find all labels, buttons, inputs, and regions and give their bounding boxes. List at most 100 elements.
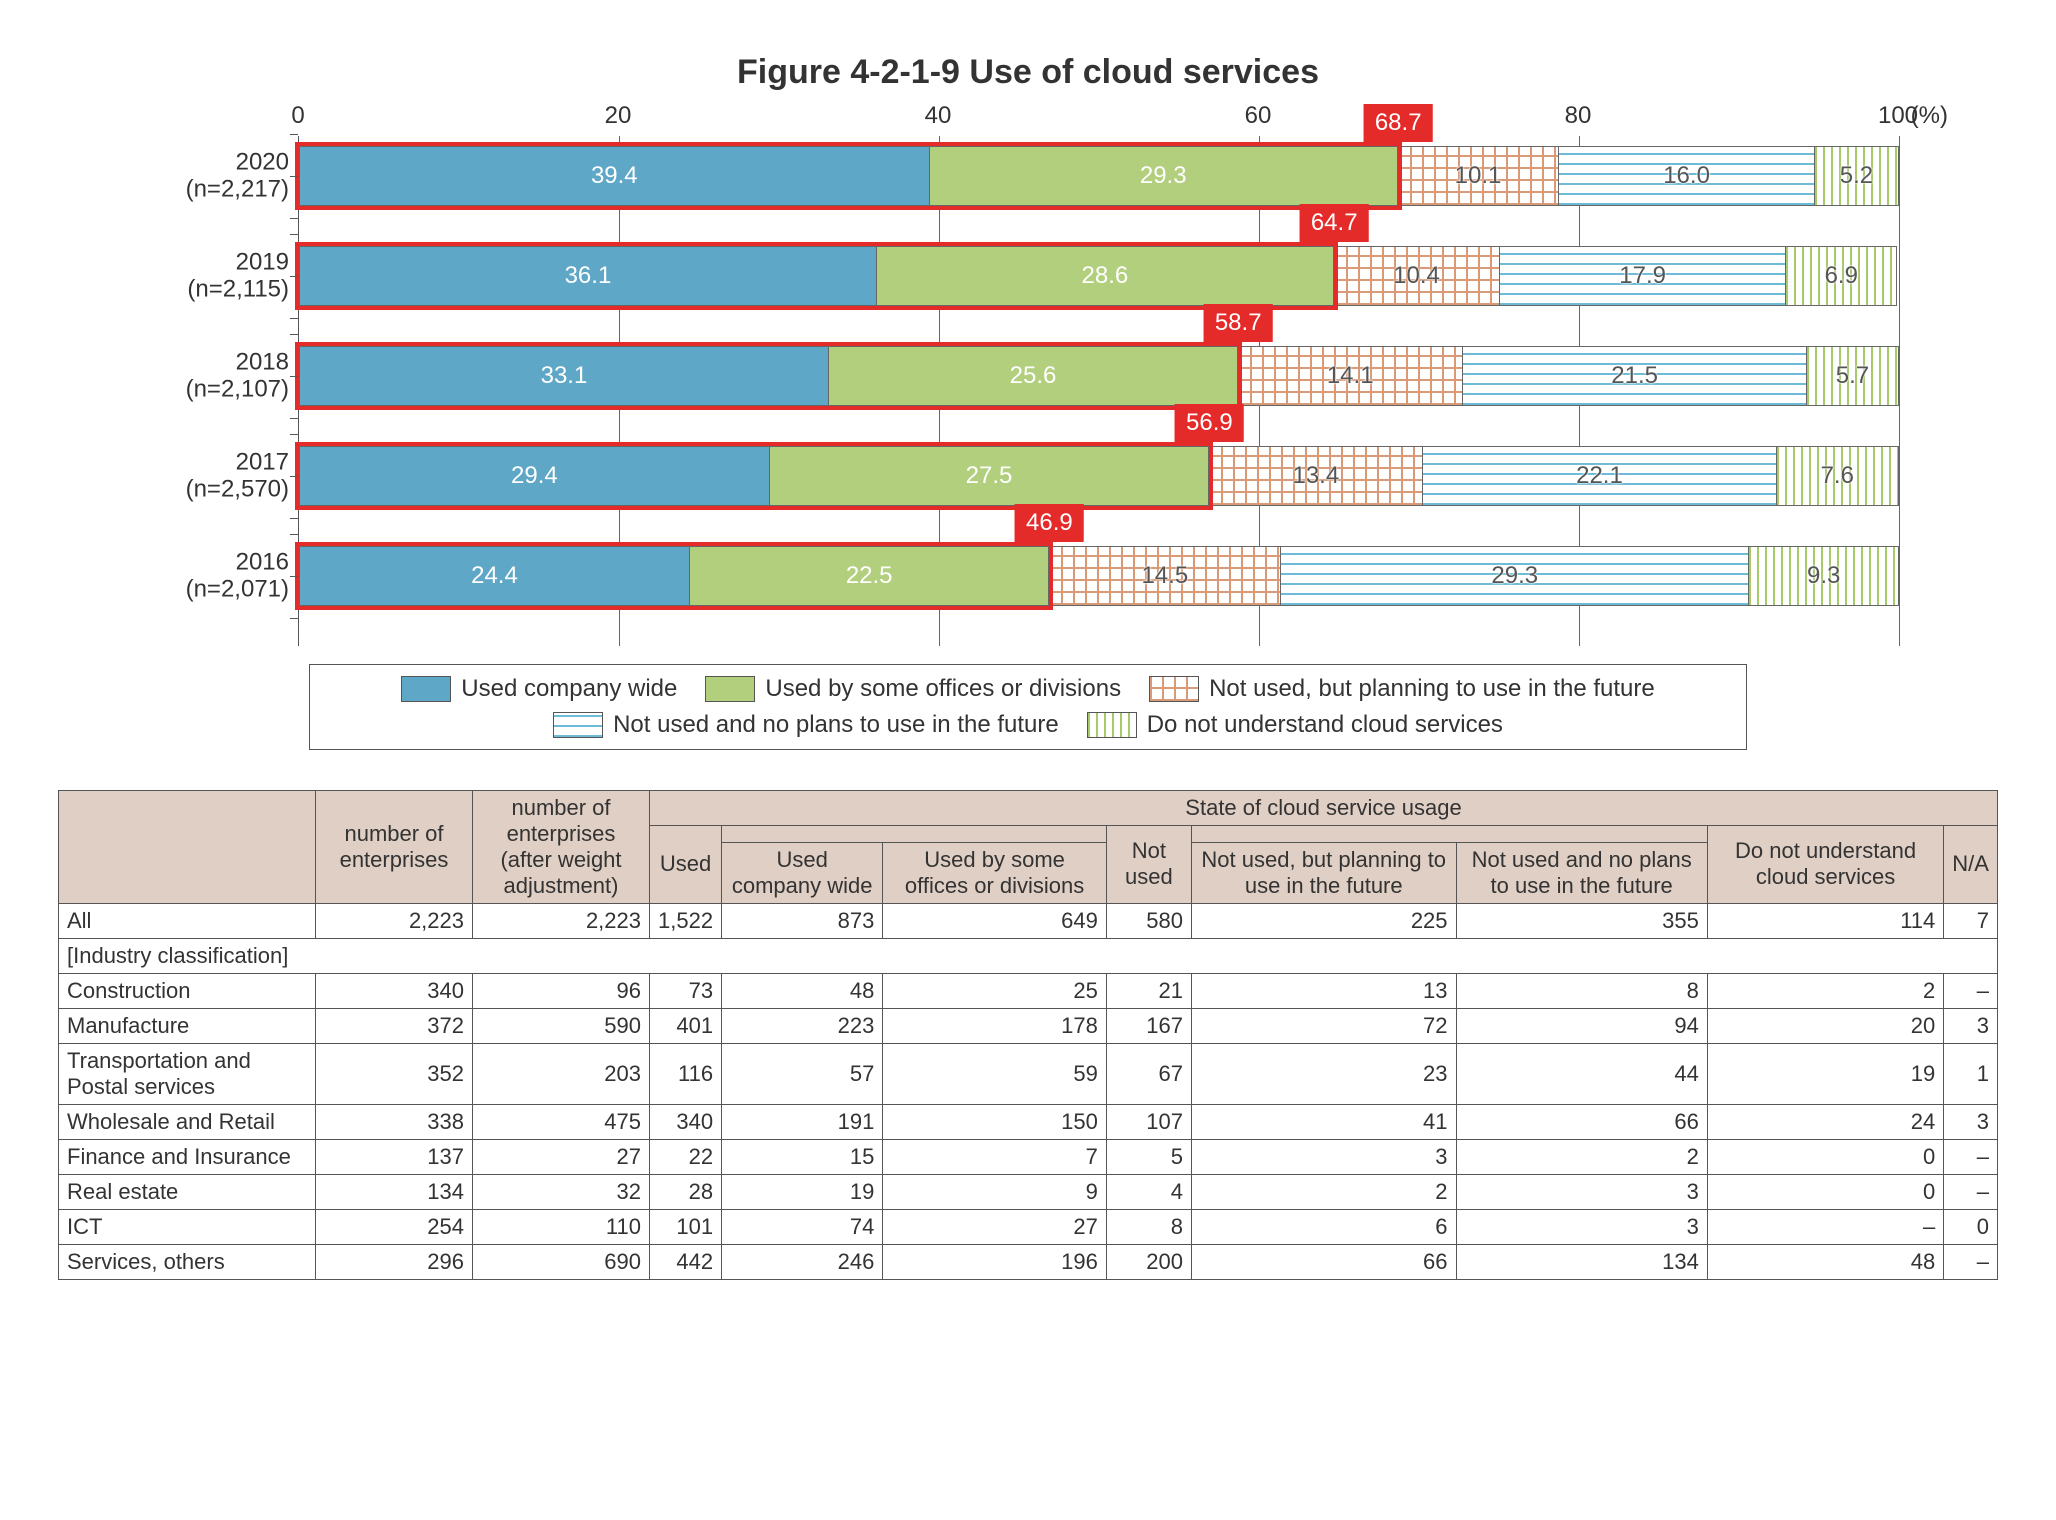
table-cell: 3 (1944, 1104, 1998, 1139)
table-cell: 20 (1707, 1008, 1943, 1043)
table-cell: 3 (1944, 1008, 1998, 1043)
table-row-label: Transportation and Postal services (59, 1043, 316, 1104)
table-cell: 7 (883, 1139, 1107, 1174)
table-row: ICT2541101017427863–0 (59, 1209, 1998, 1244)
table-cell: 338 (316, 1104, 473, 1139)
table-row-label: Construction (59, 973, 316, 1008)
table-header-cell: N/A (1944, 825, 1998, 903)
bar-segment: 7.6 (1777, 447, 1898, 505)
table-cell: 352 (316, 1043, 473, 1104)
table-cell: 66 (1456, 1104, 1707, 1139)
bar-row: 2017(n=2,570)29.427.513.422.17.656.9 (299, 446, 1899, 506)
bar-segment: 14.5 (1049, 547, 1281, 605)
bar-segment: 10.1 (1398, 147, 1559, 205)
chart-bars: 2020(n=2,217)39.429.310.116.05.268.72019… (299, 136, 1899, 646)
table-cell: 442 (650, 1244, 722, 1279)
table-cell: 4 (1106, 1174, 1191, 1209)
table-cell: 48 (722, 973, 883, 1008)
table-cell: 24 (1707, 1104, 1943, 1139)
legend-swatch (1149, 676, 1199, 702)
table-cell: 66 (1191, 1244, 1456, 1279)
bar-segment: 14.1 (1238, 347, 1463, 405)
table-cell: 873 (722, 903, 883, 938)
bar-segment: 5.2 (1815, 147, 1898, 205)
table-section-label: [Industry classification] (59, 938, 1998, 973)
table-cell: 25 (883, 973, 1107, 1008)
table-cell: 590 (473, 1008, 650, 1043)
table-cell: 296 (316, 1244, 473, 1279)
table-cell: 74 (722, 1209, 883, 1244)
table-cell: 372 (316, 1008, 473, 1043)
legend-label: Used company wide (461, 675, 677, 703)
table-cell: 8 (1456, 973, 1707, 1008)
table-cell: 3 (1456, 1174, 1707, 1209)
table-cell: 27 (883, 1209, 1107, 1244)
chart: 020406080100(%) 2020(n=2,217)39.429.310.… (128, 102, 1928, 750)
table-header-cell (1191, 825, 1707, 842)
table-cell: 355 (1456, 903, 1707, 938)
bar-segment: 29.4 (300, 447, 770, 505)
table-cell: 72 (1191, 1008, 1456, 1043)
bar-segment: 28.6 (877, 247, 1334, 305)
bar-segment: 36.1 (300, 247, 877, 305)
bar-segment: 16.0 (1559, 147, 1815, 205)
bar-segment: 22.5 (690, 547, 1050, 605)
table-header-cell: Do not understand cloud services (1707, 825, 1943, 903)
table-cell: 5 (1106, 1139, 1191, 1174)
table-cell: 57 (722, 1043, 883, 1104)
table-cell: 196 (883, 1244, 1107, 1279)
table-row-label: Wholesale and Retail (59, 1104, 316, 1139)
chart-plot-area: 2020(n=2,217)39.429.310.116.05.268.72019… (298, 136, 1899, 646)
table-row: Wholesale and Retail33847534019115010741… (59, 1104, 1998, 1139)
table-header-cell: State of cloud service usage (650, 790, 1998, 825)
table-cell: 107 (1106, 1104, 1191, 1139)
table-cell: – (1944, 973, 1998, 1008)
table-cell: 2,223 (473, 903, 650, 938)
table-cell: 21 (1106, 973, 1191, 1008)
legend-label: Do not understand cloud services (1147, 711, 1503, 739)
x-axis-labels: 020406080100(%) (298, 102, 1898, 132)
bar-segment: 10.4 (1334, 247, 1500, 305)
bar-segment: 21.5 (1463, 347, 1807, 405)
bar-segment: 39.4 (300, 147, 930, 205)
table-cell: 8 (1106, 1209, 1191, 1244)
table-cell: 2 (1456, 1139, 1707, 1174)
highlight-callout: 58.7 (1204, 304, 1273, 342)
bar-segment: 17.9 (1500, 247, 1786, 305)
table-cell: 200 (1106, 1244, 1191, 1279)
table-header-cell (722, 825, 1107, 842)
table-cell: 167 (1106, 1008, 1191, 1043)
table-cell: 94 (1456, 1008, 1707, 1043)
table-header-cell (59, 790, 316, 903)
table-row: Manufacture3725904012231781677294203 (59, 1008, 1998, 1043)
table-cell: 44 (1456, 1043, 1707, 1104)
table-cell: 67 (1106, 1043, 1191, 1104)
table-row: Services, others296690442246196200661344… (59, 1244, 1998, 1279)
table-cell: 246 (722, 1244, 883, 1279)
highlight-callout: 46.9 (1015, 504, 1084, 542)
table-cell: 2 (1191, 1174, 1456, 1209)
bar-ylabel: 2016(n=2,071) (124, 548, 299, 603)
table-cell: 340 (650, 1104, 722, 1139)
bar-segment: 5.7 (1807, 347, 1898, 405)
table-cell: 110 (473, 1209, 650, 1244)
table-cell: – (1944, 1174, 1998, 1209)
table-cell: 690 (473, 1244, 650, 1279)
table-cell: 9 (883, 1174, 1107, 1209)
table-cell: 475 (473, 1104, 650, 1139)
bar-row: 2020(n=2,217)39.429.310.116.05.268.7 (299, 146, 1899, 206)
bar-segment: 25.6 (829, 347, 1238, 405)
table-row: Finance and Insurance13727221575320– (59, 1139, 1998, 1174)
table-cell: 580 (1106, 903, 1191, 938)
table-row-label: Services, others (59, 1244, 316, 1279)
bar-segment: 24.4 (300, 547, 690, 605)
table-cell: 96 (473, 973, 650, 1008)
table-cell: 2 (1707, 973, 1943, 1008)
table-cell: 2,223 (316, 903, 473, 938)
table-cell: 203 (473, 1043, 650, 1104)
table-cell: 13 (1191, 973, 1456, 1008)
bar-row: 2018(n=2,107)33.125.614.121.55.758.7 (299, 346, 1899, 406)
bar-segment: 27.5 (770, 447, 1209, 505)
bar-segment: 29.3 (930, 147, 1398, 205)
data-table: number of enterprisesnumber of enterpris… (58, 790, 1998, 1280)
